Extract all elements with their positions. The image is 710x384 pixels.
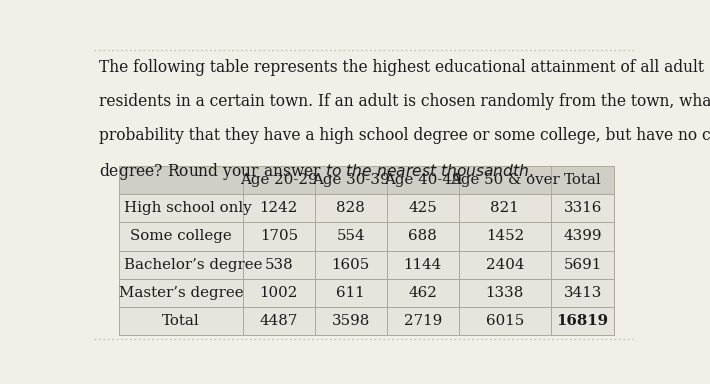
- Text: 611: 611: [337, 286, 365, 300]
- Bar: [387, 222, 459, 250]
- Text: 1144: 1144: [404, 258, 442, 271]
- Text: Total: Total: [162, 314, 200, 328]
- Text: Some college: Some college: [130, 229, 231, 243]
- Text: 6015: 6015: [486, 314, 524, 328]
- Bar: [551, 194, 614, 222]
- Text: Age 30-39: Age 30-39: [312, 173, 390, 187]
- Bar: [315, 222, 387, 250]
- Bar: [551, 279, 614, 307]
- Bar: [387, 166, 459, 194]
- Text: Age 40-49: Age 40-49: [384, 173, 462, 187]
- Text: 2404: 2404: [486, 258, 524, 271]
- Text: 4399: 4399: [563, 229, 602, 243]
- Text: probability that they have a high school degree or some college, but have no col: probability that they have a high school…: [99, 127, 710, 144]
- Text: 425: 425: [408, 201, 437, 215]
- Text: 1605: 1605: [332, 258, 370, 271]
- Bar: [119, 222, 243, 250]
- Bar: [119, 279, 243, 307]
- Text: 688: 688: [408, 229, 437, 243]
- Text: 538: 538: [264, 258, 293, 271]
- Bar: [387, 279, 459, 307]
- Text: 2719: 2719: [404, 314, 442, 328]
- Text: The following table represents the highest educational attainment of all adult: The following table represents the highe…: [99, 60, 704, 76]
- Bar: [459, 194, 551, 222]
- Bar: [387, 250, 459, 279]
- Text: 4487: 4487: [260, 314, 298, 328]
- Bar: [243, 222, 315, 250]
- Bar: [243, 279, 315, 307]
- Bar: [315, 194, 387, 222]
- Bar: [315, 166, 387, 194]
- Bar: [243, 307, 315, 335]
- Text: Age 20-29: Age 20-29: [240, 173, 317, 187]
- Bar: [119, 307, 243, 335]
- Bar: [119, 250, 243, 279]
- Text: 3413: 3413: [563, 286, 602, 300]
- Text: Total: Total: [564, 173, 601, 187]
- Text: 16819: 16819: [557, 314, 608, 328]
- Bar: [243, 194, 315, 222]
- Bar: [459, 166, 551, 194]
- Bar: [315, 279, 387, 307]
- Text: High school only: High school only: [124, 201, 252, 215]
- Text: 554: 554: [337, 229, 365, 243]
- Bar: [243, 166, 315, 194]
- Text: 1242: 1242: [260, 201, 298, 215]
- Bar: [387, 194, 459, 222]
- Bar: [119, 194, 243, 222]
- Bar: [119, 166, 243, 194]
- Text: Bachelor’s degree: Bachelor’s degree: [124, 258, 263, 271]
- Text: 1705: 1705: [260, 229, 298, 243]
- Text: 5691: 5691: [564, 258, 601, 271]
- Bar: [459, 222, 551, 250]
- Text: residents in a certain town. If an adult is chosen randomly from the town, what : residents in a certain town. If an adult…: [99, 93, 710, 110]
- Bar: [551, 222, 614, 250]
- Bar: [315, 250, 387, 279]
- Bar: [315, 307, 387, 335]
- Text: Master’s degree: Master’s degree: [119, 286, 244, 300]
- Text: 828: 828: [337, 201, 365, 215]
- Text: 462: 462: [408, 286, 437, 300]
- Text: 1338: 1338: [486, 286, 524, 300]
- Bar: [551, 307, 614, 335]
- Bar: [459, 279, 551, 307]
- Text: 1452: 1452: [486, 229, 524, 243]
- Bar: [551, 166, 614, 194]
- Bar: [243, 250, 315, 279]
- Text: 821: 821: [491, 201, 519, 215]
- Text: degree? Round your answer $\mathit{to\ the\ nearest\ thousandth.}$: degree? Round your answer $\mathit{to\ t…: [99, 161, 533, 182]
- Text: 3598: 3598: [332, 314, 370, 328]
- Text: Age 50 & over: Age 50 & over: [450, 173, 559, 187]
- Text: 1002: 1002: [260, 286, 298, 300]
- Bar: [459, 250, 551, 279]
- Bar: [387, 307, 459, 335]
- Bar: [459, 307, 551, 335]
- Bar: [551, 250, 614, 279]
- Text: 3316: 3316: [563, 201, 602, 215]
